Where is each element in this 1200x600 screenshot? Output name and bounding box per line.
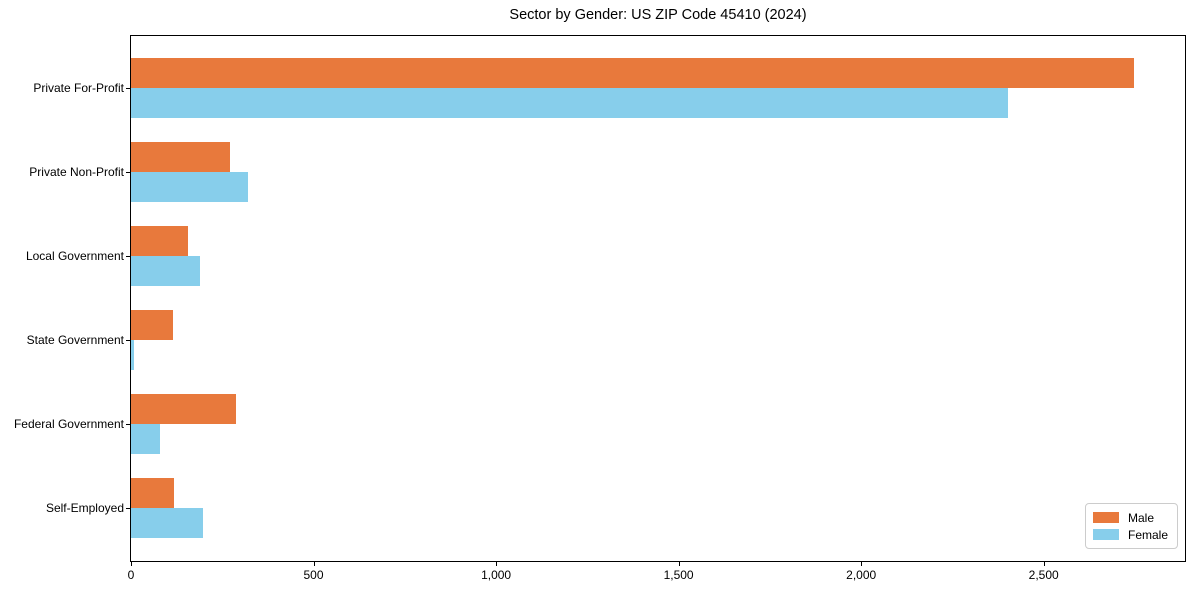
bar-female-0: [131, 88, 1008, 118]
bar-male-2: [131, 226, 188, 256]
legend-swatch-icon: [1092, 529, 1119, 540]
bar-female-4: [131, 424, 160, 454]
bar-male-1: [131, 142, 230, 172]
x-tick-label: 0: [127, 568, 135, 582]
x-tick-mark: [678, 562, 680, 566]
legend-entry-female: Female: [1092, 526, 1168, 543]
x-tick-label: 2,000: [846, 568, 877, 582]
y-tick-mark: [126, 508, 130, 509]
bar-female-1: [131, 172, 249, 202]
bar-male-0: [131, 58, 1135, 88]
x-tick-mark: [861, 562, 863, 566]
y-tick-mark: [126, 424, 130, 425]
x-tick-label: 2,500: [1028, 568, 1059, 582]
y-tick-mark: [126, 88, 130, 89]
y-tick-label: Self-Employed: [45, 501, 124, 515]
x-tick-mark: [131, 562, 132, 566]
bar-female-2: [131, 256, 201, 286]
legend-swatch-icon: [1092, 512, 1119, 523]
legend-entry-male: Male: [1092, 509, 1168, 526]
legend-label: Female: [1127, 527, 1168, 542]
x-tick-mark: [1043, 562, 1045, 566]
bar-male-4: [131, 394, 236, 424]
legend-label: Male: [1127, 510, 1154, 525]
legend: Male Female: [1084, 503, 1178, 549]
y-tick-label: Federal Government: [13, 417, 124, 431]
y-tick-label: Private Non-Profit: [29, 165, 124, 179]
x-tick-label: 1,000: [481, 568, 512, 582]
plot-area: Male Female: [130, 35, 1186, 562]
x-tick-label: 500: [303, 568, 324, 582]
x-tick-mark: [496, 562, 498, 566]
x-tick-label: 1,500: [663, 568, 694, 582]
y-tick-mark: [126, 340, 130, 341]
bar-female-5: [131, 508, 203, 538]
y-tick-label: Private For-Profit: [33, 81, 124, 95]
y-tick-mark: [126, 256, 130, 257]
bar-female-3: [131, 340, 135, 370]
chart-title: Sector by Gender: US ZIP Code 45410 (202…: [509, 7, 807, 23]
x-tick-mark: [313, 562, 315, 566]
bar-male-3: [131, 310, 174, 340]
y-tick-mark: [126, 172, 130, 173]
y-tick-label: State Government: [26, 333, 124, 347]
y-tick-label: Local Government: [25, 249, 124, 263]
bar-male-5: [131, 478, 175, 508]
